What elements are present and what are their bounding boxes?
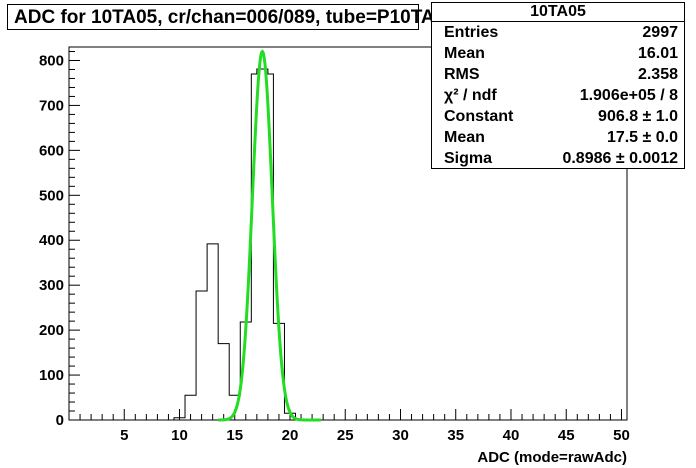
gaussian-fit-curve: [218, 49, 321, 422]
histogram-bin: [218, 344, 229, 420]
stats-value: 906.8 ± 1.0: [598, 108, 678, 125]
y-tick-label: 300: [39, 277, 64, 294]
x-tick-label: 10: [171, 427, 188, 444]
stats-key: RMS: [444, 66, 480, 83]
histogram-outline: [173, 68, 297, 420]
histogram-bin: [262, 69, 268, 420]
y-tick-label: 400: [39, 232, 64, 249]
x-tick-label: 35: [447, 427, 464, 444]
x-tick-label: 30: [392, 427, 409, 444]
x-tick-label: 5: [120, 427, 128, 444]
stats-value: 1.906e+05 / 8: [579, 87, 678, 104]
stats-value: 0.8986 ± 0.0012: [562, 150, 678, 167]
stats-row: Constant 906.8 ± 1.0: [432, 106, 684, 127]
stats-key: χ² / ndf: [444, 87, 497, 104]
histogram-bin: [207, 244, 218, 420]
x-tick-label: 45: [558, 427, 575, 444]
stats-key: Constant: [444, 108, 514, 125]
y-tick-label: 500: [39, 187, 64, 204]
stats-key: Mean: [444, 45, 485, 62]
stats-value: 2997: [642, 24, 678, 41]
stats-value: 16.01: [637, 45, 678, 62]
stats-row: χ² / ndf 1.906e+05 / 8: [432, 85, 684, 106]
stats-rows: Entries 2997 Mean 16.01 RMS 2.358 χ² / ndf 1.90…: [432, 22, 684, 169]
y-tick-label: 100: [39, 367, 64, 384]
x-tick-label: 50: [613, 427, 630, 444]
histogram-bin: [257, 69, 263, 420]
stats-row: Entries 2997: [432, 22, 684, 43]
stats-key: Sigma: [444, 150, 493, 167]
x-tick-label: 40: [503, 427, 520, 444]
stats-value: 2.358: [637, 66, 678, 83]
stats-value: 17.5 ± 0.0: [606, 129, 678, 146]
stats-row: RMS 2.358: [432, 64, 684, 85]
y-tick-label: 800: [39, 52, 64, 69]
stats-key: Entries: [444, 24, 499, 41]
stats-title: 10TA05: [432, 3, 684, 22]
y-tick-label: 200: [39, 322, 64, 339]
stats-row: Mean 17.5 ± 0.0: [432, 127, 684, 148]
stats-key: Mean: [444, 129, 485, 146]
histogram-title: ADC for 10TA05, cr/chan=006/089, tube=P1…: [7, 4, 456, 30]
x-tick-label: 25: [337, 427, 354, 444]
stats-row: Mean 16.01: [432, 43, 684, 64]
plot-frame: [68, 46, 628, 421]
x-tick-label: 20: [282, 427, 299, 444]
y-tick-label: 600: [39, 142, 64, 159]
y-tick-label: 700: [39, 97, 64, 114]
y-tick-label: 0: [56, 412, 64, 429]
x-tick-label: 15: [226, 427, 243, 444]
x-axis-label: ADC (mode=rawAdc): [477, 449, 627, 466]
histogram-bin: [196, 291, 207, 420]
stats-row: Sigma 0.8986 ± 0.0012: [432, 148, 684, 169]
stats-box: 10TA05 Entries 2997 Mean 16.01 RMS 2.358 χ² / …: [431, 2, 685, 169]
